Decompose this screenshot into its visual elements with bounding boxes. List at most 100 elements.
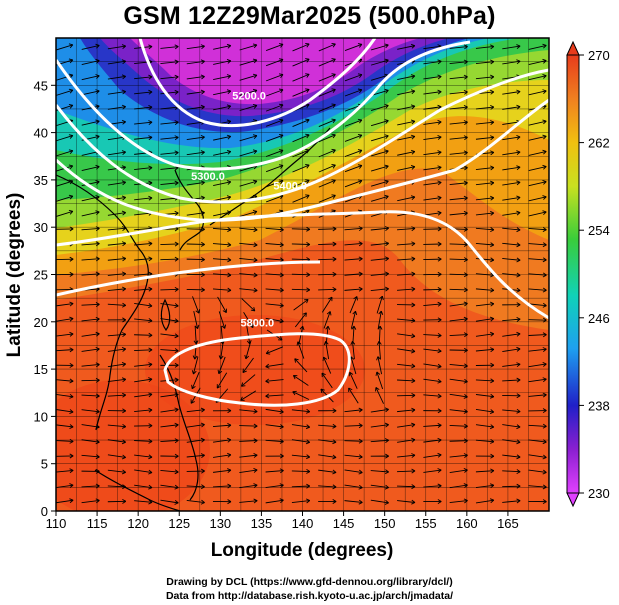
x-tick-label: 120 <box>127 516 149 531</box>
stream-segment <box>292 194 310 203</box>
stream-segment <box>160 408 179 413</box>
stream-arrowhead <box>384 438 389 443</box>
stream-segment <box>502 424 521 428</box>
stream-segment <box>81 150 100 156</box>
stream-segment <box>81 181 100 187</box>
stream-arrowhead <box>279 453 284 459</box>
stream-segment <box>318 258 337 261</box>
stream-arrowhead <box>305 194 310 199</box>
stream-segment <box>291 258 310 261</box>
stream-arrowhead <box>437 89 442 95</box>
stream-arrowhead <box>516 210 521 216</box>
contour-5200 <box>138 38 377 128</box>
stream-arrowhead <box>121 195 126 201</box>
stream-arrowhead <box>384 119 389 124</box>
stream-segment <box>423 485 442 488</box>
stream-arrowhead <box>253 272 258 278</box>
stream-arrowhead <box>410 119 416 125</box>
stream-segment <box>423 181 442 186</box>
stream-arrowhead <box>95 377 100 383</box>
stream-arrowhead <box>278 149 284 154</box>
stream-segment <box>397 318 416 322</box>
stream-segment <box>213 105 231 111</box>
stream-segment <box>265 363 284 368</box>
stream-segment <box>56 318 74 322</box>
stream-segment <box>502 136 521 141</box>
stream-arrowhead <box>411 453 416 458</box>
stream-segment <box>160 258 179 261</box>
coastline-asia <box>56 174 149 431</box>
stream-arrowhead <box>463 135 468 141</box>
stream-segment <box>134 303 153 307</box>
stream-segment <box>449 46 468 49</box>
stream-arrowhead <box>377 325 383 330</box>
stream-segment <box>370 180 389 187</box>
stream-arrowhead <box>200 44 205 50</box>
stream-arrowhead <box>437 332 442 338</box>
stream-segment <box>265 180 284 188</box>
stream-segment <box>292 179 310 188</box>
stream-arrowhead <box>463 44 468 50</box>
stream-segment <box>56 379 74 382</box>
contour-5300 <box>56 40 471 171</box>
stream-segment <box>186 136 205 140</box>
stream-segment <box>134 243 153 246</box>
stream-arrowhead <box>410 74 416 79</box>
stream-arrowhead <box>279 498 284 504</box>
stream-arrowhead <box>332 439 337 445</box>
stream-segment <box>502 439 521 443</box>
stream-arrowhead <box>95 119 100 125</box>
stream-segment <box>449 61 468 64</box>
stream-arrowhead <box>542 74 547 79</box>
stream-arrowhead <box>463 378 468 384</box>
stream-arrowhead <box>463 104 468 110</box>
stream-segment <box>193 311 199 329</box>
stream-arrowhead <box>226 180 232 185</box>
stream-arrowhead <box>95 89 100 94</box>
y-tick-label: 35 <box>34 173 48 188</box>
stream-arrowhead <box>542 287 547 293</box>
stream-arrowhead <box>174 180 179 186</box>
stream-segment <box>377 310 382 329</box>
stream-segment <box>134 334 153 336</box>
stream-arrowhead <box>121 150 126 155</box>
stream-segment <box>475 394 494 398</box>
stream-arrowhead <box>305 424 311 430</box>
stream-arrowhead <box>253 498 258 504</box>
stream-segment <box>160 288 179 291</box>
stream-arrowhead <box>122 392 127 398</box>
stream-arrowhead <box>95 164 100 170</box>
stream-segment <box>134 76 153 80</box>
stream-segment <box>423 106 442 110</box>
stream-segment <box>81 303 100 306</box>
stream-segment <box>475 439 494 443</box>
stream-arrowhead <box>411 302 416 308</box>
stream-segment <box>265 104 284 112</box>
stream-arrowhead <box>174 407 179 413</box>
stream-segment <box>502 60 521 65</box>
stream-segment <box>344 43 363 52</box>
stream-arrowhead <box>174 438 179 444</box>
stream-segment <box>292 119 310 128</box>
stream-arrowhead <box>95 498 100 504</box>
stream-segment <box>160 393 179 398</box>
stream-arrowhead <box>463 468 468 473</box>
stream-segment <box>192 296 200 314</box>
stream-segment <box>502 91 521 95</box>
stream-arrowhead <box>200 150 205 156</box>
stream-arrowhead <box>222 308 227 314</box>
stream-arrowhead <box>121 44 126 50</box>
coastline-taiwan <box>160 298 171 332</box>
stream-segment <box>265 499 284 504</box>
stream-arrowhead <box>305 118 310 124</box>
stream-segment <box>475 121 494 125</box>
stream-arrowhead <box>68 58 74 64</box>
stream-segment <box>376 296 383 314</box>
stream-arrowhead <box>226 104 232 110</box>
stream-arrowhead <box>227 242 232 248</box>
stream-arrowhead <box>463 316 468 322</box>
stream-segment <box>160 136 179 140</box>
stream-segment <box>245 341 252 359</box>
stream-arrowhead <box>411 437 416 443</box>
stream-arrowhead <box>331 179 336 184</box>
